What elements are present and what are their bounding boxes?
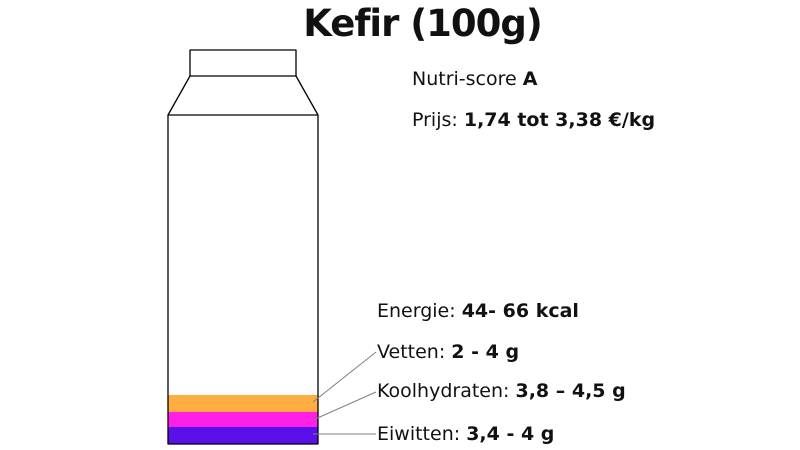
carton-shoulder: [167, 75, 319, 116]
carb-layer: [168, 412, 318, 427]
nutri-score-line: Nutri-score A: [412, 68, 537, 90]
page-title: Kefir (100g): [303, 2, 543, 45]
fat-value: 2 - 4 g: [451, 341, 520, 363]
price-label: Prijs:: [412, 109, 458, 131]
carton-cap: [189, 49, 297, 77]
energy-line: Energie: 44- 66 kcal: [377, 300, 579, 322]
fat-label: Vetten:: [377, 341, 446, 363]
leader-lines: [312, 351, 377, 435]
carton-body: [167, 115, 319, 445]
protein-layer: [168, 427, 318, 444]
fat-layer: [168, 395, 318, 412]
fat-line: Vetten: 2 - 4 g: [377, 341, 519, 363]
carb-line: Koolhydraten: 3,8 – 4,5 g: [377, 380, 626, 402]
nutri-score-label: Nutri-score: [412, 68, 517, 90]
nutri-score-value: A: [522, 68, 538, 90]
price-value: 1,74 tot 3,38 €/kg: [463, 109, 656, 131]
carb-leader: [312, 391, 377, 421]
protein-line: Eiwitten: 3,4 - 4 g: [377, 423, 554, 445]
protein-value: 3,4 - 4 g: [466, 423, 555, 445]
fat-leader: [312, 351, 377, 403]
carb-value: 3,8 – 4,5 g: [515, 380, 626, 402]
price-line: Prijs: 1,74 tot 3,38 €/kg: [412, 109, 655, 131]
carb-label: Koolhydraten:: [377, 380, 510, 402]
carton-outline: [167, 49, 319, 445]
energy-value: 44- 66 kcal: [461, 300, 579, 322]
protein-label: Eiwitten:: [377, 423, 461, 445]
energy-label: Energie:: [377, 300, 456, 322]
